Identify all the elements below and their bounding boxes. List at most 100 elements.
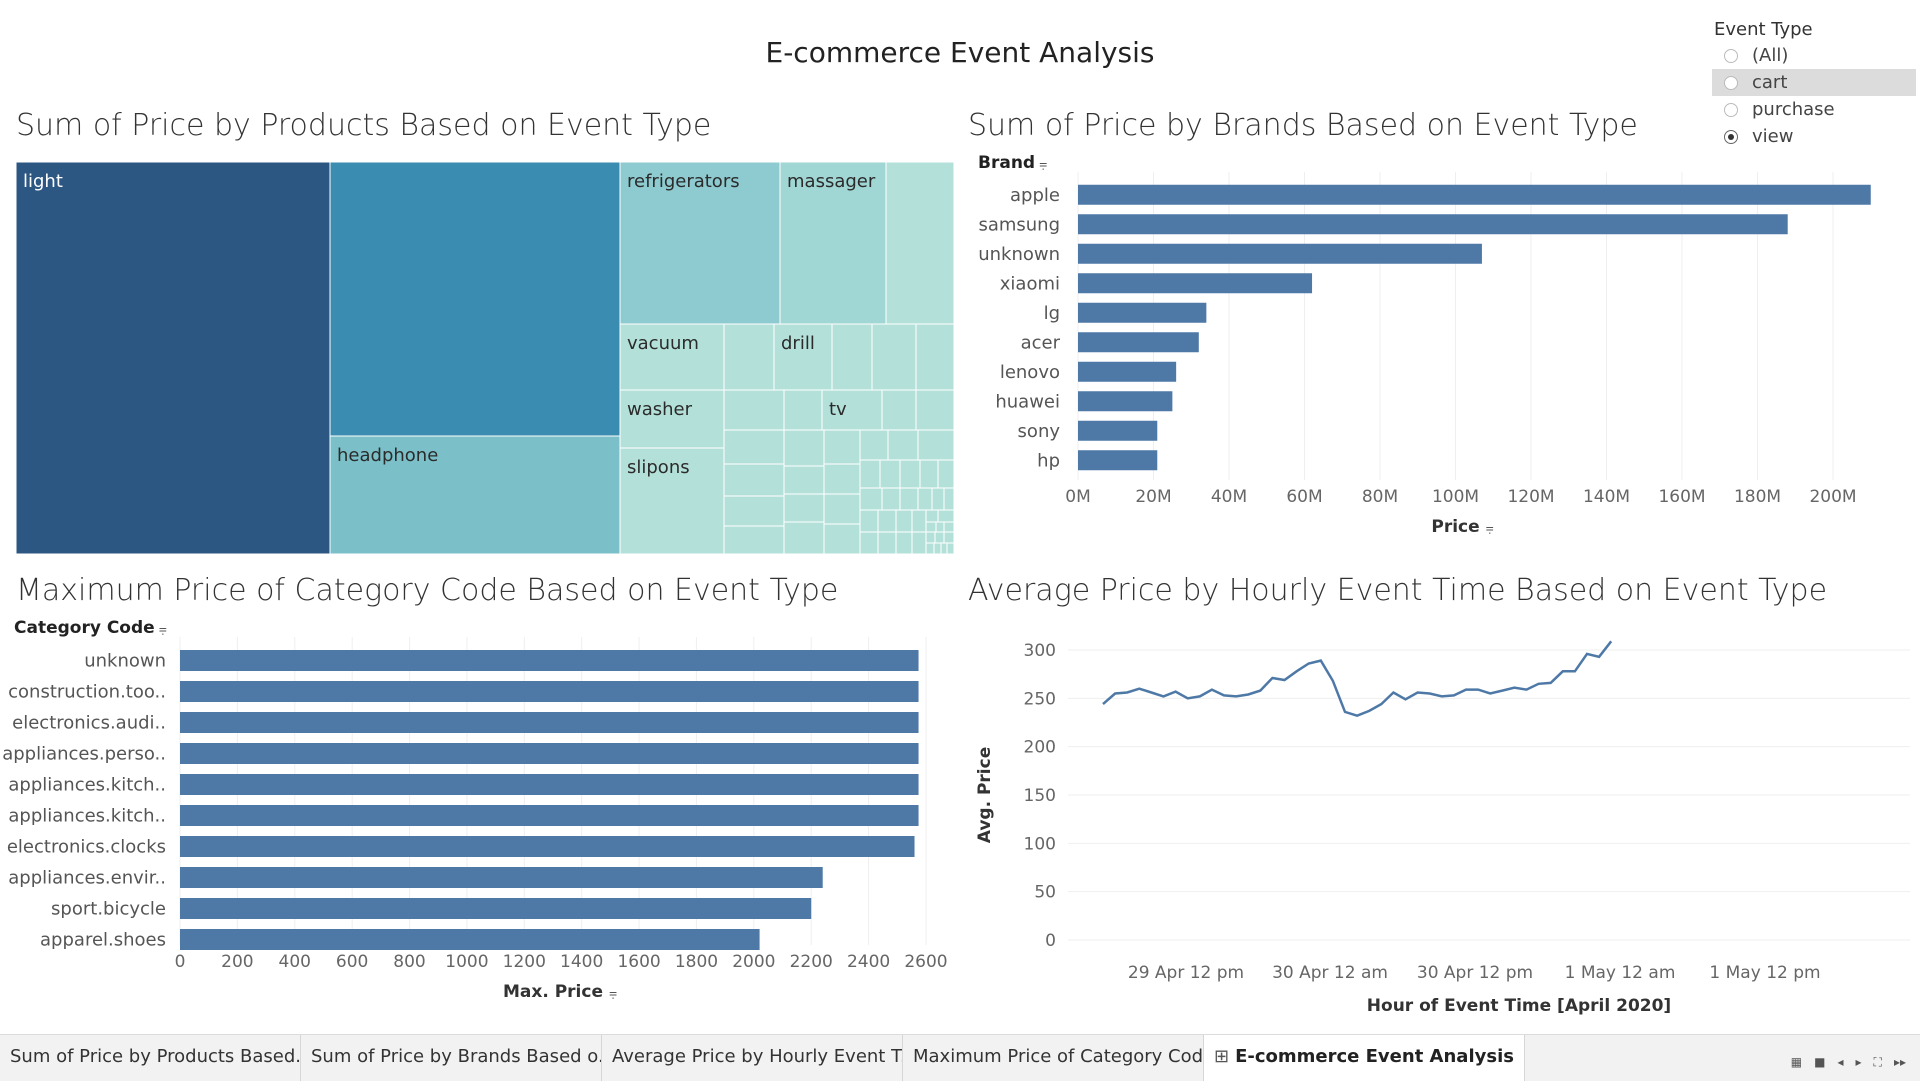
bar[interactable] (1078, 332, 1199, 353)
treemap-cell[interactable] (859, 459, 881, 489)
treemap-cell[interactable] (619, 389, 725, 449)
treemap-cell[interactable] (931, 487, 945, 511)
grid-view-icon[interactable]: ▦ (1790, 1055, 1803, 1069)
radio-selected-icon[interactable] (1724, 129, 1738, 144)
bar[interactable] (1078, 184, 1871, 205)
treemap-cell[interactable] (895, 531, 913, 554)
treemap-cell[interactable] (881, 487, 901, 511)
treemap-cell[interactable] (779, 162, 887, 325)
treemap-cell[interactable] (877, 531, 897, 554)
treemap-cell[interactable] (925, 521, 937, 533)
treemap-cell[interactable] (899, 459, 921, 489)
filter-option-cart[interactable]: cart (1712, 69, 1916, 96)
hourly-line-chart[interactable]: 0 50 100 150 200 250 300 29 Apr 12 pm 30 Apr 12 … (960, 615, 1915, 1020)
bar[interactable] (180, 650, 919, 671)
treemap-cell[interactable] (881, 389, 917, 431)
treemap-cell[interactable] (821, 389, 883, 431)
treemap-cell[interactable] (329, 162, 621, 437)
treemap-cell[interactable] (783, 429, 825, 467)
bar[interactable] (180, 681, 919, 702)
treemap-cell[interactable] (723, 389, 785, 431)
bar[interactable] (180, 712, 919, 733)
treemap-cell[interactable] (943, 531, 954, 544)
treemap-cell[interactable] (925, 531, 936, 544)
bar[interactable] (1078, 302, 1207, 323)
tab-category-sheet[interactable]: Maximum Price of Category Cod... (903, 1035, 1204, 1081)
treemap-cell[interactable] (16, 162, 331, 554)
treemap-cell[interactable] (859, 509, 879, 533)
treemap-cell[interactable] (823, 493, 861, 525)
treemap-cell[interactable] (885, 162, 954, 325)
treemap-cell[interactable] (937, 509, 954, 523)
brands-bar-chart[interactable]: 0M 20M 40M 60M 80M 100M 120M 140M 160M 180M 200M Pr… (960, 150, 1900, 540)
sort-icon[interactable]: ⩦ (159, 621, 167, 637)
treemap-cell[interactable] (329, 435, 621, 554)
treemap-cell[interactable] (911, 509, 927, 533)
next-sheet-icon[interactable]: ▸ (1855, 1055, 1862, 1069)
tab-hourly-sheet[interactable]: Average Price by Hourly Event T... (602, 1035, 903, 1081)
sort-icon[interactable]: ⩦ (1039, 156, 1047, 172)
treemap-cell[interactable] (859, 487, 883, 511)
bar[interactable] (180, 836, 915, 857)
radio-icon[interactable] (1724, 75, 1738, 90)
treemap-cell[interactable] (723, 495, 785, 527)
bar[interactable] (1078, 450, 1158, 471)
treemap-cell[interactable] (871, 323, 917, 391)
bar[interactable] (1078, 273, 1313, 294)
tab-products-sheet[interactable]: Sum of Price by Products Based... (0, 1035, 301, 1081)
category-bar-chart[interactable]: 0 200 400 600 800 1000 1200 1400 1600 1800 2000 220… (0, 615, 956, 1020)
treemap-cell[interactable] (933, 542, 942, 554)
filter-option-all[interactable]: (All) (1712, 42, 1916, 69)
bar[interactable] (1078, 214, 1788, 235)
treemap-cell[interactable] (723, 525, 785, 554)
treemap-cell[interactable] (859, 531, 879, 554)
bar[interactable] (180, 774, 919, 795)
tab-brands-sheet[interactable]: Sum of Price by Brands Based o... (301, 1035, 602, 1081)
treemap-cell[interactable] (723, 463, 785, 497)
treemap-cell[interactable] (783, 389, 823, 431)
treemap-cell[interactable] (943, 487, 954, 511)
bar[interactable] (1078, 391, 1173, 412)
treemap-cell[interactable] (783, 521, 825, 554)
list-view-icon[interactable]: ■ (1814, 1055, 1826, 1069)
prev-sheet-icon[interactable]: ◂ (1837, 1055, 1844, 1069)
treemap-cell[interactable] (619, 162, 781, 325)
treemap-cell[interactable] (935, 521, 945, 533)
treemap-cell[interactable] (723, 429, 785, 465)
bar[interactable] (1078, 420, 1158, 441)
more-icon[interactable]: ▸▸ (1893, 1055, 1906, 1069)
bar[interactable] (180, 898, 812, 919)
radio-icon[interactable] (1724, 48, 1738, 63)
treemap-cell[interactable] (925, 509, 939, 523)
treemap-cell[interactable] (877, 509, 897, 533)
filter-option-purchase[interactable]: purchase (1712, 96, 1916, 123)
bar[interactable] (180, 743, 919, 764)
treemap-cell[interactable] (946, 542, 954, 554)
treemap-cell[interactable] (911, 531, 927, 554)
treemap-cell[interactable] (917, 429, 954, 461)
treemap-cell[interactable] (887, 429, 919, 461)
treemap-cell[interactable] (917, 487, 933, 511)
treemap-cell[interactable] (895, 509, 913, 533)
bar[interactable] (1078, 243, 1482, 264)
treemap-cell[interactable] (619, 447, 725, 554)
treemap-cell[interactable] (723, 323, 775, 391)
sort-icon[interactable]: ⩦ (1486, 520, 1494, 536)
series-line[interactable] (1102, 640, 1613, 718)
treemap-cell[interactable] (823, 523, 861, 554)
bar[interactable] (180, 805, 919, 826)
treemap-cell[interactable] (823, 463, 861, 495)
treemap-cell[interactable] (919, 459, 939, 489)
treemap-cell[interactable] (823, 429, 861, 465)
fullscreen-icon[interactable]: ⛶ (1873, 1055, 1882, 1069)
filter-option-view[interactable]: view (1712, 123, 1916, 150)
treemap-cell[interactable] (859, 429, 889, 461)
products-treemap[interactable]: light headphone refrigerators massager vacuu… (16, 162, 954, 554)
bar[interactable] (180, 929, 760, 950)
bar[interactable] (1078, 361, 1177, 382)
treemap-cell[interactable] (937, 459, 954, 489)
treemap-cell[interactable] (773, 323, 833, 391)
treemap-cell[interactable] (934, 531, 945, 544)
treemap-cell[interactable] (915, 389, 954, 431)
treemap-cell[interactable] (783, 465, 825, 495)
